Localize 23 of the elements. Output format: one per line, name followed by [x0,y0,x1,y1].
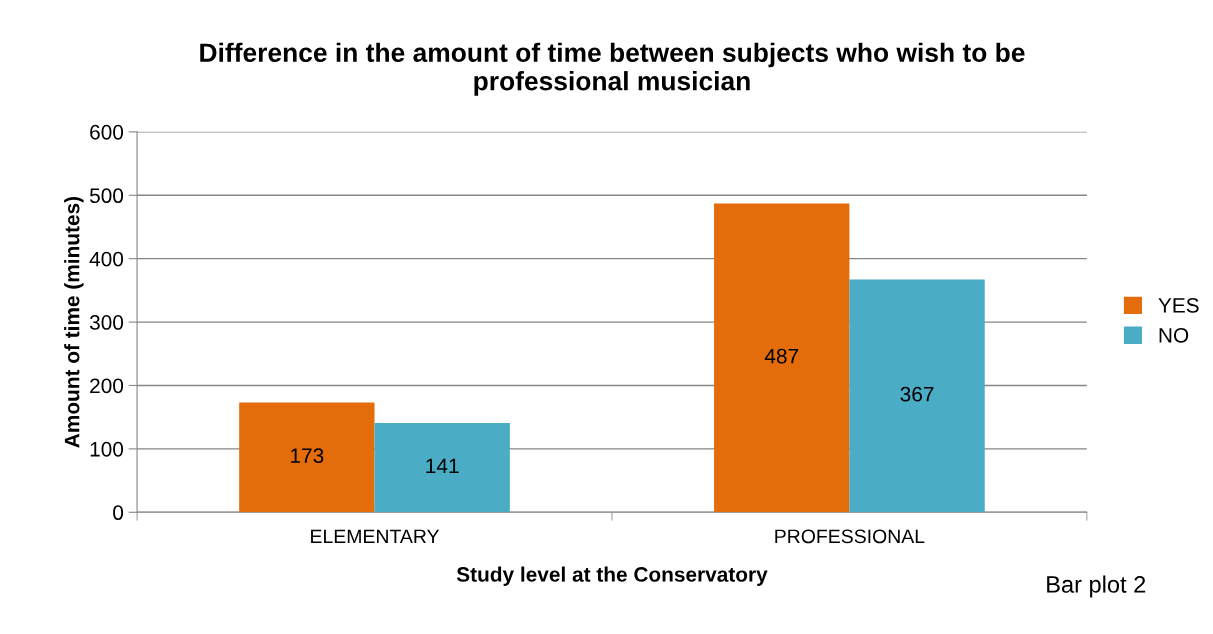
data-label: 367 [900,386,934,402]
y-tick-label: 0 [113,505,124,521]
bar [374,422,510,513]
legend-label: NO [1159,327,1189,343]
x-tick-label: ELEMENTARY [311,529,440,544]
bar [714,203,850,513]
y-tick-label: 100 [90,441,124,457]
chart-title: Difference in the amount of time between subjects who wish to be professional musician [200,42,1025,96]
legend-label: YES [1158,297,1199,313]
y-tick-label: 500 [89,188,124,204]
y-tick-label: 600 [90,124,124,140]
data-label: 141 [426,458,459,473]
bar [239,402,375,513]
x-tick-label: PROFESSIONAL [775,529,925,544]
data-label: 173 [291,448,324,464]
text: Bar plot 2 [1047,575,1146,598]
data-label: 487 [764,348,799,364]
x-axis-title: Study level at the Conservatory [456,566,768,586]
y-tick-label: 400 [89,251,124,267]
y-axis-title: Amount of time (minutes) [64,196,84,448]
bar [849,279,985,513]
y-tick-label: 200 [90,378,124,394]
y-tick-label: 300 [89,315,124,330]
